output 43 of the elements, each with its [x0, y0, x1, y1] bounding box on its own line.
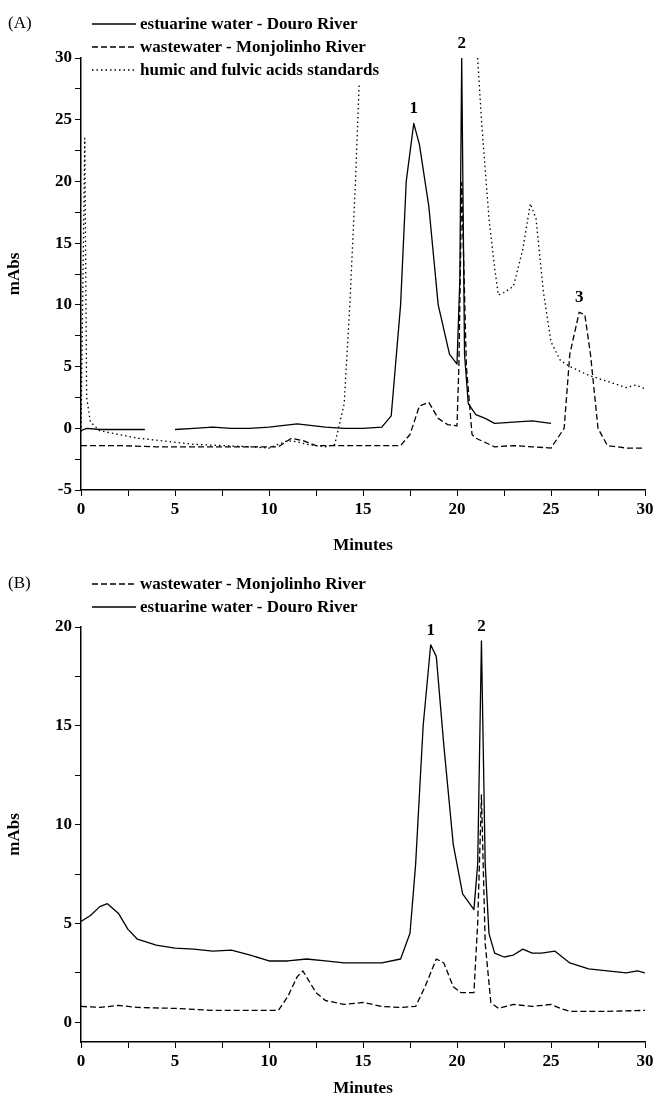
x-tick-label: 20 — [448, 498, 466, 518]
chart-title: (A) — [8, 13, 32, 33]
y-tick-label: 5 — [63, 355, 72, 375]
y-tick-label: 0 — [63, 417, 72, 437]
x-axis-title: Minutes — [333, 1078, 394, 1098]
y-tick-label: 20 — [55, 170, 72, 190]
y-tick-label: 0 — [63, 1011, 72, 1031]
y-axis-title: mAbs — [3, 252, 23, 296]
y-tick-label: 10 — [55, 814, 72, 834]
y-tick-label: -5 — [57, 479, 72, 499]
x-tick-label: 10 — [260, 1050, 278, 1070]
annotation: 1 — [426, 619, 435, 639]
x-tick-label: 0 — [76, 1050, 86, 1070]
chart-title: (B) — [8, 573, 31, 593]
x-tick-label: 0 — [76, 498, 86, 518]
legend-label: wastewater - Monjolinho River — [140, 37, 367, 57]
legend-label: wastewater - Monjolinho River — [140, 574, 367, 594]
annotation: 2 — [477, 615, 486, 635]
x-tick-label: 30 — [636, 498, 654, 518]
legend-label: humic and fulvic acids standards — [140, 60, 380, 80]
legend-label: estuarine water - Douro River — [140, 597, 358, 617]
y-tick-label: 25 — [55, 109, 72, 129]
legend-label: estuarine water - Douro River — [140, 14, 358, 34]
x-tick-label: 15 — [354, 498, 372, 518]
y-tick-label: 15 — [55, 715, 72, 735]
annotation: 3 — [574, 287, 584, 307]
x-tick-label: 25 — [542, 1050, 560, 1070]
y-tick-label: 10 — [55, 294, 72, 314]
x-tick-label: 25 — [542, 498, 560, 518]
x-tick-label: 20 — [448, 1050, 466, 1070]
annotation: 1 — [409, 98, 419, 118]
y-tick-label: 30 — [55, 47, 72, 67]
x-tick-label: 5 — [170, 498, 180, 518]
x-tick-label: 30 — [636, 1050, 654, 1070]
y-tick-label: 5 — [63, 912, 72, 932]
annotation: 2 — [457, 32, 466, 52]
x-tick-label: 15 — [354, 1050, 372, 1070]
x-tick-label: 5 — [170, 1050, 180, 1070]
y-tick-label: 15 — [55, 232, 72, 252]
y-axis-title: mAbs — [3, 812, 23, 856]
x-tick-label: 10 — [260, 498, 278, 518]
y-tick-label: 20 — [55, 616, 72, 636]
x-axis-title: Minutes — [333, 535, 394, 555]
